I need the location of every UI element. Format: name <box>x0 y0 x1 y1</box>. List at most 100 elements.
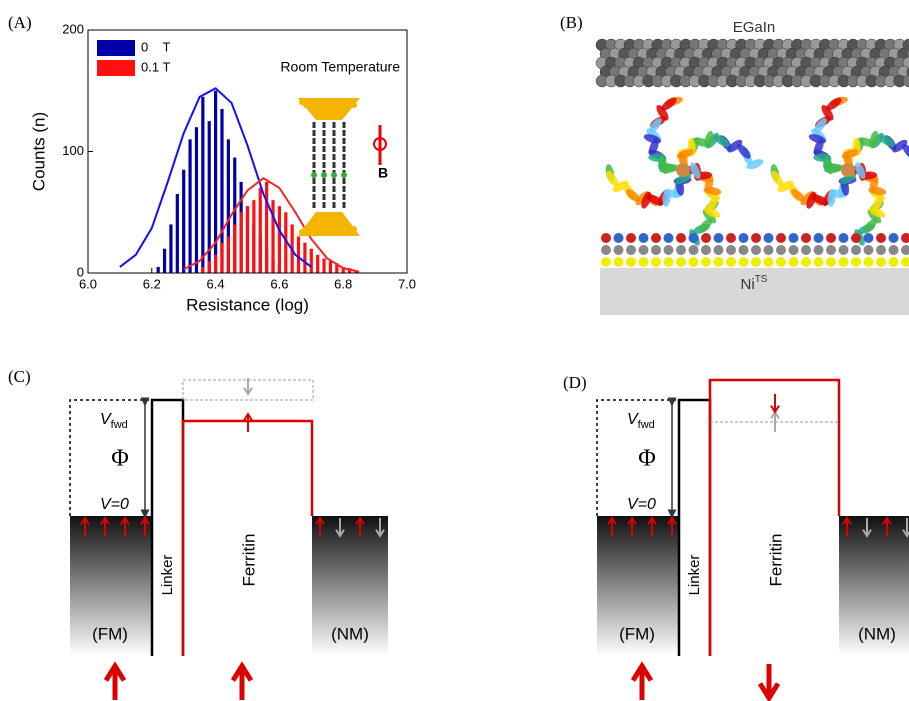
sam-atom <box>626 245 636 255</box>
sam-atom <box>876 233 886 243</box>
spin-arrow <box>233 666 251 700</box>
bar <box>278 206 281 273</box>
x-tick-label: 6.8 <box>334 276 352 291</box>
sam-atom <box>726 233 736 243</box>
v-zero: V=0 <box>100 496 129 513</box>
panel-label: (B) <box>560 13 583 32</box>
sam-atom <box>676 257 686 267</box>
sam-atom <box>864 233 874 243</box>
panel-label: (D) <box>563 373 587 392</box>
sam-atom <box>814 245 824 255</box>
sam-atom <box>764 233 774 243</box>
sam-atom <box>601 233 611 243</box>
bar <box>240 212 243 273</box>
sam-atom <box>639 245 649 255</box>
sam-atom <box>776 257 786 267</box>
panel-label: (C) <box>8 367 31 386</box>
bar <box>214 91 217 273</box>
bar <box>214 255 217 273</box>
y-axis-label: Counts (n) <box>29 112 48 191</box>
phi: Φ <box>638 446 656 472</box>
ferritin-label: Ferritin <box>766 534 785 587</box>
sam-atom <box>739 245 749 255</box>
sam-atom <box>651 233 661 243</box>
sam-atom <box>651 245 661 255</box>
linker-barrier <box>679 400 710 656</box>
sam-atom <box>839 257 849 267</box>
sam-atom <box>751 257 761 267</box>
v-sub: fwd <box>111 419 128 431</box>
inset-bottom <box>298 212 360 236</box>
spin-arrow <box>633 666 651 700</box>
sam-atom <box>626 233 636 243</box>
electrode-sup: TS <box>755 274 768 285</box>
sam-atom <box>851 233 861 243</box>
x-tick-label: 6.0 <box>79 276 97 291</box>
nm-label: (NM) <box>331 624 369 643</box>
sam-atom <box>801 257 811 267</box>
legend-swatch <box>97 40 135 56</box>
x-axis-label: Resistance (log) <box>186 295 309 314</box>
inset-anchor <box>311 172 317 178</box>
sam-atom <box>739 257 749 267</box>
sam-atom <box>826 257 836 267</box>
bar <box>176 194 179 273</box>
panel-b <box>596 39 909 315</box>
sam-atom <box>851 245 861 255</box>
bar <box>265 182 268 273</box>
bar <box>201 97 204 273</box>
sam-atom <box>801 233 811 243</box>
sam-atom <box>664 245 674 255</box>
sam-atom <box>614 257 624 267</box>
sam-atom <box>864 245 874 255</box>
sam-atom <box>701 257 711 267</box>
sam-atom <box>739 233 749 243</box>
sam-atom <box>814 233 824 243</box>
sam-atom <box>664 233 674 243</box>
bar <box>208 261 211 273</box>
bar <box>201 267 204 273</box>
sam-atom <box>639 233 649 243</box>
spin-arrow <box>106 666 124 700</box>
sam-atom <box>689 257 699 267</box>
bar <box>220 243 223 273</box>
inset-anchor <box>341 172 347 178</box>
sam-atom <box>814 257 824 267</box>
bar <box>188 139 191 273</box>
linker-barrier <box>152 400 183 656</box>
bar <box>182 170 185 273</box>
bar <box>322 258 325 273</box>
sam-atom <box>889 233 899 243</box>
ferritin-label: Ferritin <box>239 534 258 587</box>
electrode-name: Ni <box>741 276 755 293</box>
sam-atom <box>701 245 711 255</box>
sam-atom <box>789 233 799 243</box>
phi: Φ <box>111 446 129 472</box>
sam-atom <box>714 245 724 255</box>
spin-arrow <box>760 664 778 698</box>
linker-label: Linker <box>159 555 176 596</box>
x-tick-label: 6.6 <box>270 276 288 291</box>
ferritin-core <box>841 163 855 177</box>
sam-atom <box>826 233 836 243</box>
sam-atom <box>726 257 736 267</box>
inset-label: B <box>378 165 388 181</box>
sam-atom <box>864 257 874 267</box>
bar <box>233 224 236 273</box>
sam-atom <box>851 257 861 267</box>
ferritin-core <box>676 163 690 177</box>
sam-atom <box>789 245 799 255</box>
sam-atom <box>676 233 686 243</box>
nm-label: (NM) <box>858 624 896 643</box>
y-tick-label: 100 <box>62 143 84 158</box>
bar <box>246 206 249 273</box>
spin-arrow <box>771 394 779 412</box>
sam-atom <box>614 233 624 243</box>
sam-atom <box>651 257 661 267</box>
x-tick-label: 6.2 <box>143 276 161 291</box>
bar <box>310 249 313 273</box>
sam-atom <box>876 245 886 255</box>
sam-atom <box>801 245 811 255</box>
bar <box>252 200 255 273</box>
bar <box>157 267 160 273</box>
